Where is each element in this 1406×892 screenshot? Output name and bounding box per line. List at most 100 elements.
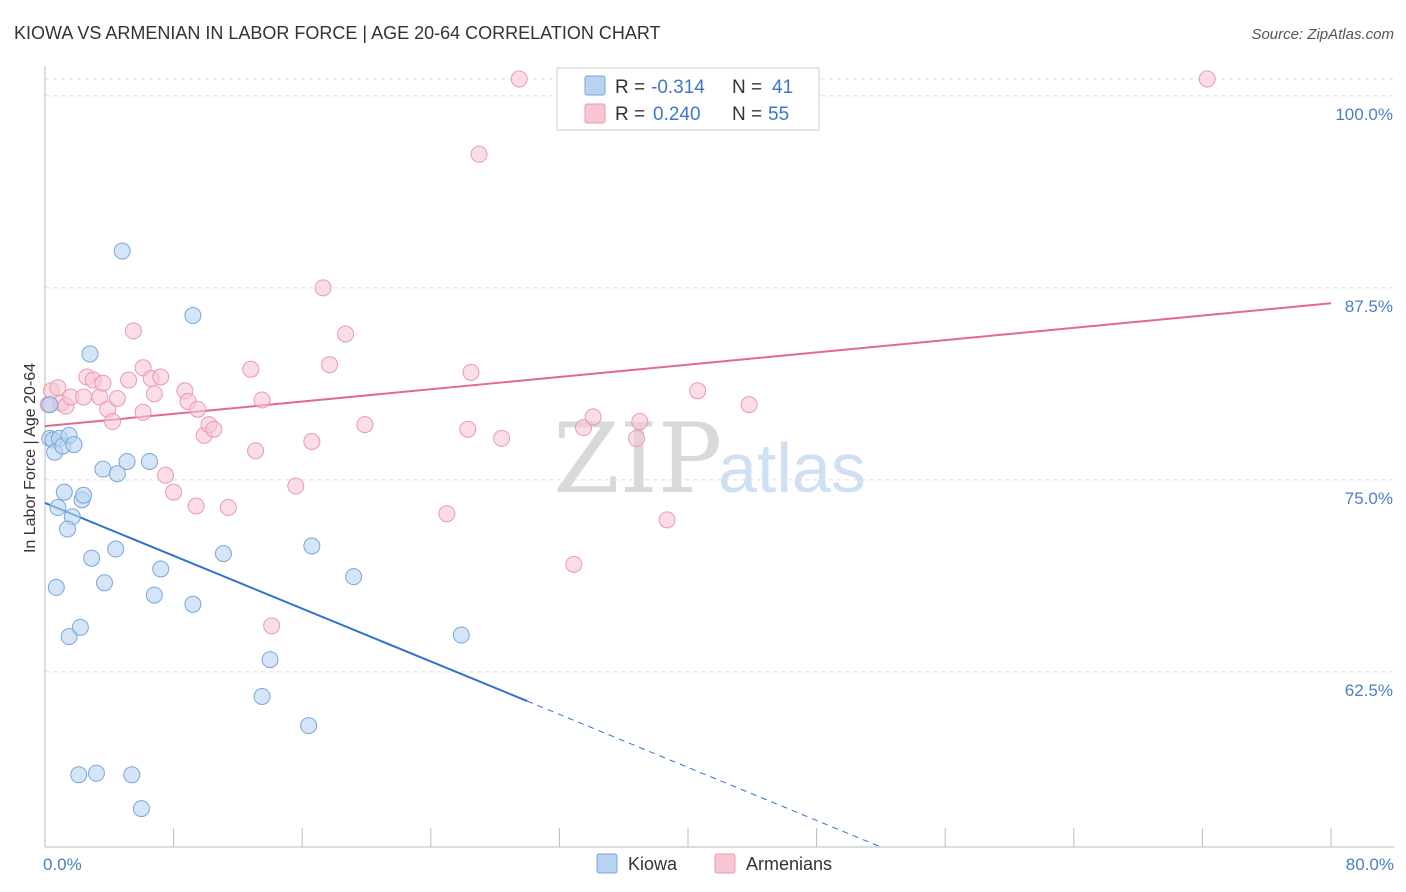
armenians-point [631, 413, 649, 431]
kiowa-point [107, 540, 125, 558]
kiowa-point [452, 626, 470, 644]
armenians-point [219, 499, 237, 517]
armenians-point [575, 419, 593, 437]
kiowa-point [118, 452, 136, 470]
kiowa-n-label: N = [732, 77, 762, 98]
kiowa-point [140, 452, 158, 470]
armenians-point [263, 617, 281, 635]
kiowa-point [49, 499, 67, 517]
armenians-point [303, 432, 321, 450]
armenians-point [104, 413, 122, 431]
x-tick-label: 80.0% [1346, 855, 1394, 874]
x-tick-label: 0.0% [43, 855, 82, 874]
armenians-n-value: 55 [768, 104, 789, 125]
kiowa-point [81, 345, 99, 363]
y-tick-label: 75.0% [1345, 489, 1393, 508]
series-legend: Kiowa Armenians [596, 853, 832, 874]
kiowa-point [108, 465, 126, 483]
armenians-point [134, 403, 152, 421]
kiowa-point [95, 574, 113, 592]
y-axis-label: In Labor Force | Age 20-64 [22, 363, 39, 553]
armenians-point [459, 420, 477, 438]
kiowa-point [152, 560, 170, 578]
kiowa-point [41, 396, 59, 414]
armenians-point [145, 385, 163, 403]
armenians-point [94, 374, 112, 392]
armenians-point [157, 466, 175, 484]
kiowa-point [65, 436, 83, 454]
armenians-point [189, 400, 207, 418]
kiowa-point [345, 568, 363, 586]
y-tick-label: 62.5% [1345, 681, 1393, 700]
armenians-point [165, 483, 183, 501]
y-tick-label: 87.5% [1345, 297, 1393, 316]
armenians-point [253, 391, 271, 409]
armenians-point [108, 389, 126, 407]
armenians-point [470, 145, 488, 163]
armenians-point [1198, 70, 1216, 88]
armenians-point [438, 505, 456, 523]
armenians-point [287, 477, 305, 495]
armenians-point [152, 368, 170, 386]
armenians-point [462, 363, 480, 381]
legend-kiowa-label: Kiowa [628, 854, 678, 874]
armenians-point [689, 382, 707, 400]
kiowa-point [47, 578, 65, 596]
kiowa-point [132, 800, 150, 818]
armenians-point [584, 408, 602, 426]
armenians-point [565, 555, 583, 573]
kiowa-point [214, 545, 232, 563]
armenians-point [314, 279, 332, 297]
armenians-point [75, 388, 93, 406]
watermark-atlas: atlas [718, 429, 866, 507]
kiowa-point [145, 586, 163, 604]
source-credit: Source: ZipAtlas.com [1251, 26, 1394, 43]
kiowa-r-label: R = [615, 77, 645, 98]
armenians-point [493, 429, 511, 447]
armenians-point [205, 420, 223, 438]
axis-layer: 100.0% 87.5% 75.0% 62.5% 0.0% 80.0% [43, 66, 1394, 874]
armenians-point [321, 356, 339, 374]
armenians-swatch [584, 103, 606, 124]
kiowa-trend-extension [527, 700, 882, 848]
kiowa-point [87, 764, 105, 782]
kiowa-r-value: -0.314 [651, 77, 705, 98]
armenians-point [740, 396, 758, 414]
armenians-point [628, 429, 646, 447]
points-layer [39, 70, 1216, 818]
armenians-point [120, 371, 138, 389]
kiowa-point [184, 595, 202, 613]
armenians-point [187, 497, 205, 515]
stats-legend: R = -0.314 N = 41 R = 0.240 N = 55 [556, 67, 820, 131]
kiowa-swatch [584, 75, 606, 96]
kiowa-point [55, 483, 73, 501]
kiowa-point [94, 460, 112, 478]
kiowa-point [303, 537, 321, 555]
kiowa-point [71, 618, 89, 636]
kiowa-point [70, 766, 88, 784]
y-tick-label: 100.0% [1335, 105, 1393, 124]
kiowa-point [113, 242, 131, 260]
armenians-point [356, 416, 374, 434]
kiowa-n-value: 41 [772, 77, 793, 98]
armenians-r-value: 0.240 [653, 104, 701, 125]
armenians-r-label: R = [615, 104, 645, 125]
kiowa-point [83, 549, 101, 567]
kiowa-point [75, 486, 93, 504]
kiowa-point [300, 717, 318, 735]
legend-armenians-label: Armenians [746, 854, 832, 874]
legend-armenians-swatch [714, 853, 736, 874]
armenians-n-label: N = [732, 104, 762, 125]
legend-kiowa-swatch [596, 853, 618, 874]
armenians-point [658, 511, 676, 529]
armenians-point [510, 70, 528, 88]
chart-title: KIOWA VS ARMENIAN IN LABOR FORCE | AGE 2… [14, 23, 661, 43]
kiowa-trend-line [44, 502, 528, 703]
armenians-point [242, 360, 260, 378]
kiowa-point [253, 687, 271, 705]
kiowa-point [59, 520, 77, 538]
kiowa-point [261, 651, 279, 669]
kiowa-point [184, 307, 202, 325]
kiowa-point [123, 766, 141, 784]
